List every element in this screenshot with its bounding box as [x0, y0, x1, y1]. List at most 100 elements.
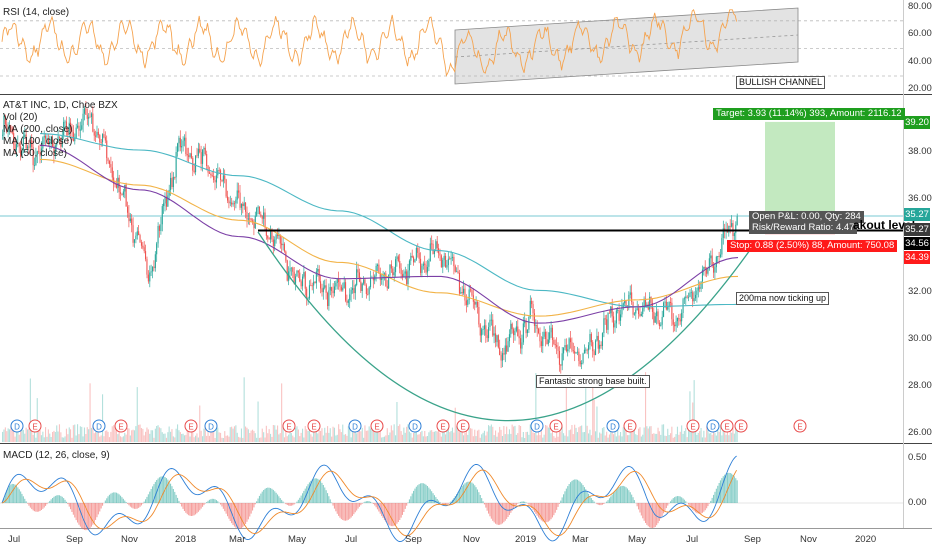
macd-histogram-bar [413, 491, 414, 503]
macd-histogram-bar [552, 503, 553, 517]
volume-bar [190, 437, 191, 443]
volume-bar [510, 434, 511, 442]
candle [194, 171, 195, 173]
candle [269, 239, 270, 240]
macd-histogram-bar [134, 503, 135, 509]
macd-histogram-bar [663, 503, 664, 513]
candle [342, 288, 343, 291]
candle [253, 223, 254, 229]
candle [209, 173, 210, 174]
candle [310, 285, 311, 286]
macd-histogram-bar [108, 496, 109, 503]
volume-bar [6, 431, 7, 442]
candle [277, 235, 278, 236]
volume-bar [60, 432, 61, 442]
candle [335, 283, 336, 287]
candle [220, 170, 221, 180]
candle [592, 342, 593, 351]
candle [567, 349, 568, 351]
macd-histogram-bar [101, 503, 102, 509]
macd-histogram-bar [212, 499, 213, 503]
macd-histogram-bar [298, 500, 299, 503]
macd-histogram-bar [606, 502, 607, 503]
volume-bar [658, 428, 659, 442]
macd-histogram-bar [558, 503, 559, 507]
macd-histogram-bar [628, 490, 629, 503]
macd-histogram-bar [238, 503, 239, 529]
macd-histogram-bar [248, 503, 249, 519]
candle [201, 152, 202, 164]
candle [549, 332, 550, 339]
macd-histogram-bar [155, 482, 156, 503]
volume-bar [389, 433, 390, 443]
candle [427, 267, 428, 273]
candle [588, 345, 589, 350]
volume-bar [294, 437, 295, 442]
macd-histogram-bar [483, 501, 484, 503]
volume-bar [408, 424, 409, 442]
volume-bar [464, 433, 465, 442]
volume-bar [362, 428, 363, 442]
candle [530, 301, 531, 317]
volume-bar [573, 434, 574, 442]
candle [634, 314, 635, 315]
earnings-marker-label: E [118, 423, 123, 432]
volume-bar [660, 435, 661, 442]
volume-bar [226, 436, 227, 442]
macd-histogram-bar [138, 503, 139, 508]
volume-bar [135, 426, 136, 442]
volume-bar [406, 427, 407, 442]
volume-bar [91, 428, 92, 442]
candle [188, 155, 189, 157]
macd-histogram-bar [460, 488, 461, 503]
volume-bar [244, 377, 245, 442]
macd-histogram-bar [412, 494, 413, 504]
volume-bar [581, 426, 582, 443]
macd-histogram-bar [206, 502, 207, 503]
candle [295, 276, 296, 283]
macd-histogram-bar [181, 503, 182, 507]
volume-bar [602, 428, 603, 442]
candle [599, 345, 600, 349]
volume-bar [352, 432, 353, 442]
volume-bar [487, 432, 488, 442]
candle [444, 256, 445, 260]
macd-histogram-bar [408, 503, 409, 504]
macd-histogram-bar [431, 491, 432, 503]
volume-bar [163, 434, 164, 442]
x-tick: Sep [66, 534, 83, 545]
macd-histogram-bar [553, 503, 554, 515]
candle [712, 256, 713, 266]
macd-histogram-bar [356, 503, 357, 511]
candle [537, 325, 538, 329]
macd-histogram-bar [327, 493, 328, 503]
volume-bar [130, 436, 131, 443]
macd-histogram-bar [533, 503, 534, 510]
macd-histogram-bar [714, 492, 715, 503]
macd-histogram-bar [277, 495, 278, 504]
volume-bar [310, 434, 311, 442]
candle [484, 325, 485, 329]
volume-bar [269, 429, 270, 442]
macd-histogram-bar [405, 503, 406, 509]
price-legend-ma200: MA (200, close) [3, 124, 72, 136]
volume-bar [274, 425, 275, 442]
volume-bar [421, 431, 422, 442]
volume-bar [392, 430, 393, 442]
macd-histogram-bar [709, 503, 710, 504]
candle [492, 320, 493, 336]
candle [255, 216, 256, 229]
candle [283, 244, 284, 245]
volume-bar [731, 433, 732, 442]
volume-bar [241, 429, 242, 443]
macd-histogram-bar [548, 503, 549, 522]
macd-histogram-bar [710, 501, 711, 503]
macd-histogram-bar [417, 485, 418, 503]
candle [541, 341, 542, 346]
volume-bar [105, 431, 106, 442]
candle [488, 327, 489, 338]
macd-histogram-bar [494, 503, 495, 522]
macd-histogram-bar [705, 503, 706, 510]
candle [358, 269, 359, 272]
